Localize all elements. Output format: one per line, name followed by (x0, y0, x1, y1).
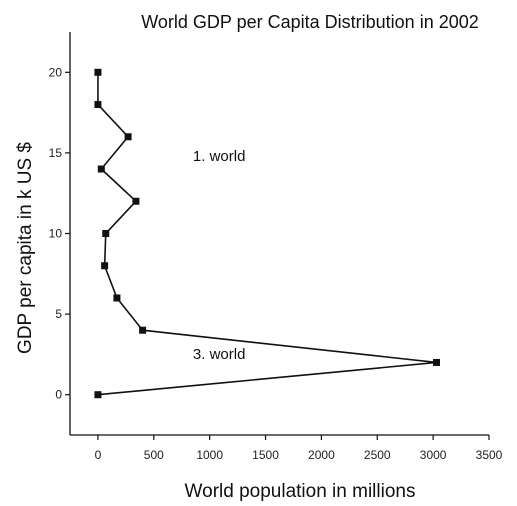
data-point-marker (101, 262, 109, 270)
y-tick-label: 10 (49, 227, 63, 241)
data-point-marker (124, 133, 132, 141)
x-tick-label: 3500 (476, 448, 503, 462)
y-tick-label: 5 (55, 307, 62, 321)
x-tick-label: 3000 (420, 448, 447, 462)
chart-title: World GDP per Capita Distribution in 200… (141, 12, 479, 32)
annotation-3-world: 3. world (193, 346, 246, 363)
x-tick-label: 500 (144, 448, 164, 462)
data-point-marker (94, 68, 102, 76)
data-point-marker (432, 358, 440, 366)
data-point-marker (132, 197, 140, 205)
x-tick-label: 2500 (364, 448, 391, 462)
y-tick-label: 20 (49, 65, 63, 79)
series-line (97, 72, 437, 396)
y-tick-label: 0 (55, 388, 62, 402)
x-axis-label: World population in millions (185, 481, 416, 502)
x-tick-label: 1500 (252, 448, 279, 462)
annotation-1-world: 1. world (193, 148, 246, 165)
data-point-marker (97, 165, 105, 173)
y-tick-label: 15 (49, 146, 63, 160)
data-point-marker (102, 230, 110, 237)
y-axis-label: GDP per capita in k US $ (15, 142, 36, 354)
data-point-marker (94, 391, 102, 399)
data-point-marker (139, 326, 147, 334)
x-tick-label: 2000 (308, 448, 335, 462)
x-tick-label: 1000 (196, 448, 223, 462)
x-tick-label: 0 (95, 448, 102, 462)
data-point-marker (113, 294, 121, 302)
ticks: 0 500 1000 1500 2000 2500 3000 3500 0 5 10 15 20 (49, 65, 503, 462)
data-point-marker (94, 101, 102, 109)
series-layer (94, 68, 440, 399)
